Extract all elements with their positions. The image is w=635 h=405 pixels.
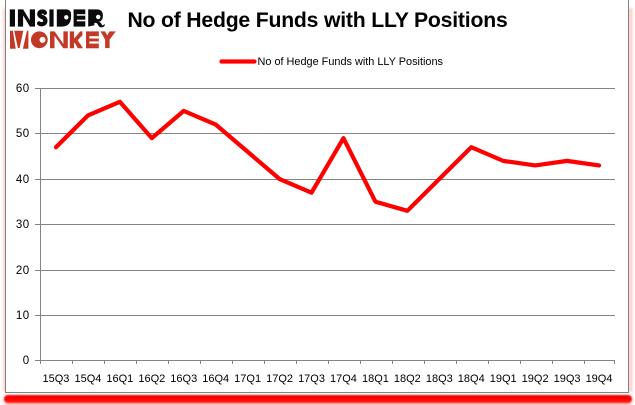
svg-text:19Q3: 19Q3 [554, 373, 581, 385]
svg-text:15Q3: 15Q3 [43, 373, 70, 385]
svg-text:15Q4: 15Q4 [74, 373, 101, 385]
svg-text:18Q4: 18Q4 [458, 373, 485, 385]
svg-text:60: 60 [16, 83, 30, 95]
svg-text:10: 10 [16, 310, 30, 322]
svg-text:16Q3: 16Q3 [170, 373, 197, 385]
svg-text:18Q2: 18Q2 [394, 373, 421, 385]
svg-text:20: 20 [16, 265, 30, 277]
svg-text:40: 40 [16, 174, 30, 186]
svg-text:17Q4: 17Q4 [330, 373, 357, 385]
svg-text:16Q4: 16Q4 [202, 373, 229, 385]
svg-text:No of Hedge Funds with LLY Pos: No of Hedge Funds with LLY Positions [258, 56, 444, 68]
svg-text:16Q2: 16Q2 [138, 373, 165, 385]
svg-text:19Q2: 19Q2 [522, 373, 549, 385]
svg-text:30: 30 [16, 219, 30, 231]
svg-text:17Q2: 17Q2 [266, 373, 293, 385]
svg-text:18Q1: 18Q1 [362, 373, 389, 385]
svg-text:18Q3: 18Q3 [426, 373, 453, 385]
svg-text:19Q4: 19Q4 [586, 373, 613, 385]
svg-text:17Q3: 17Q3 [298, 373, 325, 385]
svg-text:0: 0 [23, 355, 30, 367]
svg-text:No of Hedge Funds with LLY Pos: No of Hedge Funds with LLY Positions [127, 9, 507, 32]
svg-text:19Q1: 19Q1 [490, 373, 517, 385]
svg-text:17Q1: 17Q1 [234, 373, 261, 385]
svg-text:16Q1: 16Q1 [106, 373, 133, 385]
svg-text:50: 50 [16, 128, 30, 140]
